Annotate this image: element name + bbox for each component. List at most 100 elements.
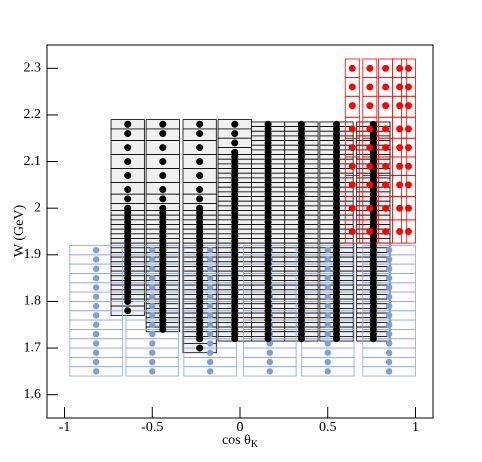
data-point [124,158,132,166]
data-point [385,302,393,310]
bin-box [362,366,416,377]
x-axis-label: cos θK [222,433,259,450]
data-point [385,256,393,263]
data-point [196,195,204,203]
data-point [92,293,100,300]
data-point [366,162,374,170]
data-point [382,228,390,235]
data-point [297,335,305,343]
data-point [324,349,331,356]
data-point [92,358,100,366]
data-point [396,181,404,189]
data-point [385,358,393,366]
data-point [382,162,390,170]
x-axis-label-subscript: K [251,439,259,450]
bin-box [344,219,360,244]
data-point [348,83,356,91]
data-point [206,330,214,338]
data-point [124,186,132,194]
data-point [348,204,356,212]
data-point [366,125,374,133]
data-point [404,83,412,91]
data-point [348,228,356,235]
data-point [149,293,156,300]
x-tick-label: 1 [412,420,419,435]
data-point [149,284,156,291]
data-point [206,265,214,272]
data-point [92,312,100,319]
data-point [382,181,390,189]
data-point [324,321,331,328]
data-point [196,172,204,180]
data-point [206,321,214,328]
data-point [404,228,412,235]
data-point [149,256,156,263]
data-point [149,368,156,375]
data-point [396,125,404,133]
data-point [206,293,214,300]
data-point [206,256,214,263]
data-point [124,144,132,152]
data-point [149,340,156,347]
data-point [196,335,204,343]
data-point [124,172,132,180]
bin-box [301,366,355,377]
data-point [159,195,167,203]
bin-box [243,366,297,377]
data-point [396,83,404,91]
data-point [92,368,100,375]
data-point [206,358,214,366]
data-point [382,83,390,91]
data-point [159,186,167,194]
data-point [324,246,331,254]
data-point [404,204,412,212]
data-point [92,265,100,272]
data-point [149,349,156,356]
data-point [206,302,214,310]
data-point [385,274,393,282]
data-point [149,265,156,272]
data-point [382,102,390,110]
data-point [324,358,331,366]
data-point [366,83,374,91]
axes: -1 -0.5 0 0.5 1 1.6 1.7 1.8 1.9 2 2.1 2.2 2.3 [24,61,419,436]
data-point [385,349,393,356]
data-point [159,325,167,333]
data-point [159,158,167,166]
data-point [396,64,404,72]
bin-box [362,219,378,244]
y-axis-label: W (GeV) [12,205,27,258]
data-point [196,144,204,152]
data-point [348,162,356,170]
data-point [124,297,132,305]
data-point [149,358,156,366]
x-tick-label: -0.5 [141,420,163,435]
y-tick-label: 1.9 [24,247,42,262]
data-point [348,125,356,133]
data-point [396,144,404,152]
data-point [404,144,412,152]
data-point [159,120,167,128]
data-point [231,130,239,138]
data-point [333,335,340,343]
data-point [159,144,167,152]
data-point [404,162,412,170]
data-point [385,312,393,319]
data-point [324,293,331,300]
x-tick-label: 0.5 [319,420,337,435]
data-point [348,64,356,72]
data-point [348,144,356,152]
data-point [196,186,204,194]
data-point [385,321,393,328]
data-point [159,172,167,180]
bin-box [125,366,179,377]
data-point [385,368,393,375]
y-tick-label: 2.3 [24,61,42,76]
data-point [206,349,214,356]
data-point [404,181,412,189]
data-point [382,144,390,152]
y-tick-label: 2.2 [24,107,42,122]
y-tick-label: 1.6 [24,387,42,402]
